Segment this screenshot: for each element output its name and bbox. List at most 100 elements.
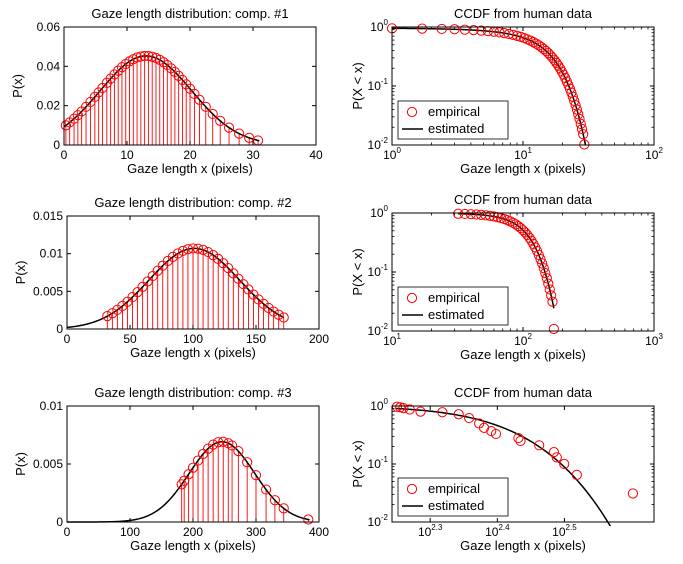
data-point (478, 422, 490, 433)
data-point (233, 273, 244, 284)
data-point (139, 50, 150, 62)
legend-label-empirical: empirical (428, 481, 480, 496)
data-point (417, 23, 428, 34)
data-point (189, 88, 200, 100)
data-point (576, 123, 588, 135)
y-axis-label: P(X < x) (350, 62, 365, 109)
data-point (116, 62, 128, 73)
y-axis-label: P(x) (13, 452, 28, 476)
legend-label-estimated: estimated (428, 307, 484, 322)
data-point (465, 209, 476, 220)
data-point (192, 455, 204, 466)
chart-title: Gaze length distribution: comp. #1 (91, 6, 288, 21)
data-point (534, 440, 545, 451)
data-point (197, 448, 209, 460)
data-point (436, 23, 447, 35)
ticks: 100 101 102 10-2 10-1 100 (368, 18, 664, 162)
data-point (537, 258, 548, 269)
chart-title: Gaze length distribution: comp. #3 (94, 385, 291, 400)
x-axis-label: Gaze length x (pixels) (130, 345, 256, 360)
data-point (459, 208, 470, 220)
chart-title: CCDF from human data (454, 385, 593, 400)
data-point (555, 63, 566, 74)
plot-area (392, 27, 587, 146)
y-tick-label: 0.06 (37, 20, 61, 34)
data-point (194, 94, 205, 105)
ticks: 0 100 200 300 400 0 0.005 0.01 (33, 399, 329, 539)
data-point (234, 128, 245, 139)
data-point (187, 462, 199, 473)
data-point (273, 309, 284, 320)
x-tick-label: 102.5 (552, 523, 577, 539)
data-point (228, 268, 239, 279)
data-point (207, 108, 218, 120)
y-tick-label: 100 (370, 397, 388, 413)
y-axis-label: P(x) (10, 74, 25, 98)
data-point (177, 245, 189, 256)
data-point (437, 407, 448, 418)
data-point (549, 55, 560, 66)
y-tick-label: 0.01 (40, 247, 64, 261)
data-point (203, 246, 214, 258)
x-tick-label: 100 (120, 525, 140, 539)
chart-title: CCDF from human data (454, 6, 593, 21)
ticks: 0 10 20 30 40 0 0.02 0.04 0.06 (37, 20, 323, 162)
data-point (574, 113, 585, 125)
y-tick-label: 100 (370, 204, 388, 220)
data-point (208, 439, 219, 450)
empirical-markers (102, 243, 289, 323)
data-point (531, 38, 542, 49)
x-axis-label: Gaze length x (pixels) (127, 161, 253, 176)
empirical-markers (176, 436, 314, 525)
x-tick-label: 300 (246, 525, 266, 539)
data-point (250, 470, 262, 481)
empirical-markers (386, 23, 590, 150)
data-point (579, 139, 590, 150)
y-tick-label: 10-1 (368, 77, 389, 93)
y-tick-label: 10-1 (368, 455, 389, 471)
x-tick-label: 200 (183, 525, 203, 539)
data-point (543, 278, 554, 289)
estimated-curve (64, 55, 260, 142)
legend-marker-empirical (406, 483, 418, 495)
data-point (507, 29, 519, 40)
data-point (192, 243, 204, 254)
legend: empirical estimated (397, 477, 509, 517)
data-point (578, 129, 589, 140)
y-tick-label: 0.01 (40, 399, 64, 413)
legend-label-empirical: empirical (428, 290, 480, 305)
data-point (571, 469, 582, 480)
ticks: 101 102 103 10-2 10-1 100 (368, 204, 664, 348)
empirical-markers (60, 50, 264, 146)
data-point (109, 69, 120, 80)
estimated-curve (395, 407, 612, 526)
data-point (525, 35, 536, 46)
data-point (551, 57, 562, 68)
data-point (559, 458, 570, 470)
data-point (107, 308, 118, 319)
data-point (263, 302, 274, 314)
data-point (233, 446, 244, 457)
y-tick-label: 0.015 (33, 209, 63, 223)
data-point (538, 263, 549, 274)
data-point (260, 484, 272, 495)
chart-c2: CCDF from human data 101 102 103 10-2 10-1 100… (350, 192, 663, 362)
estimated-curve (392, 27, 587, 146)
x-tick-label: 100 (383, 146, 401, 162)
legend-label-empirical: empirical (428, 104, 480, 119)
data-point (269, 495, 280, 506)
plot-area (64, 55, 260, 145)
data-point (573, 109, 584, 120)
x-tick-label: 102 (514, 332, 532, 348)
y-tick-label: 0 (56, 322, 63, 336)
chart-p1: Gaze length distribution: comp. #1 0 10 20 3… (10, 6, 323, 176)
data-point (404, 404, 415, 415)
data-point (218, 436, 229, 447)
ticks: 0 50 100 150 200 0 0.005 0.01 0.015 (33, 209, 329, 346)
x-tick-label: 150 (246, 332, 266, 346)
data-point (528, 37, 539, 48)
x-tick-label: 103 (645, 332, 663, 348)
